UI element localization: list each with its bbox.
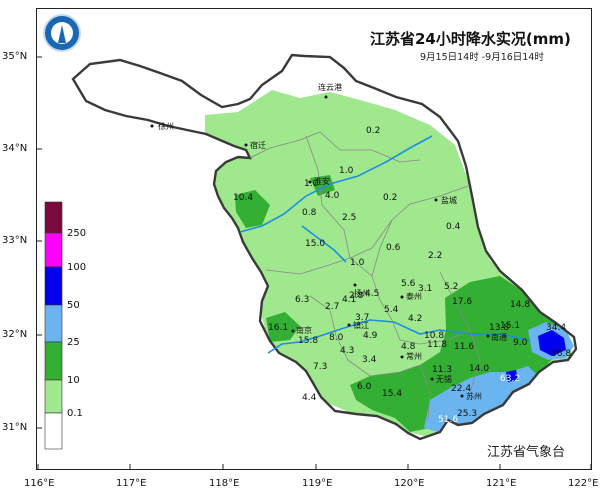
lat-label: 31°N bbox=[2, 422, 28, 433]
legend-level: 50 bbox=[67, 300, 80, 311]
rain-value: 4.1 bbox=[342, 295, 356, 305]
lat-label: 33°N bbox=[2, 235, 28, 246]
rain-value: 4.2 bbox=[408, 314, 422, 324]
meteorological-bureau-logo bbox=[43, 14, 81, 52]
rain-value: 16.1 bbox=[268, 323, 288, 333]
rain-value: 11.8 bbox=[427, 340, 447, 350]
lat-label: 34°N bbox=[2, 143, 28, 154]
legend-level: 250 bbox=[67, 228, 87, 239]
rain-value: 0.4 bbox=[446, 222, 461, 232]
rain-value: 10.8 bbox=[424, 331, 444, 341]
legend-colorbar bbox=[44, 201, 63, 450]
rain-value: 15.4 bbox=[382, 389, 402, 399]
city-label: 连云港 bbox=[318, 82, 342, 92]
rain-value: 14.8 bbox=[510, 300, 530, 310]
rain-value: 13.8 bbox=[489, 323, 509, 333]
rain-value: 1.0 bbox=[339, 166, 354, 176]
city-label: 镇江 bbox=[353, 320, 369, 330]
rain-value: 15.8 bbox=[298, 336, 318, 346]
rain-value: 4.9 bbox=[363, 331, 378, 341]
city-label: 无锡 bbox=[436, 375, 452, 384]
lon-label: 121°E bbox=[486, 478, 517, 489]
rain-value: 2.5 bbox=[342, 213, 356, 223]
agency-label: 江苏省气象台 bbox=[487, 445, 566, 460]
rain-value: 5.2 bbox=[444, 282, 458, 292]
rain-value: 25.3 bbox=[457, 409, 477, 419]
rain-value: 1.0 bbox=[350, 258, 365, 268]
city-label: 常州 bbox=[406, 352, 422, 361]
rain-value: 2.7 bbox=[325, 302, 339, 312]
rain-value: 8.0 bbox=[329, 333, 344, 343]
city-label: 宿迁 bbox=[250, 140, 266, 150]
time-range: 9月15日14时 -9月16日14时 bbox=[420, 52, 544, 63]
rain-value: 34.4 bbox=[546, 323, 566, 333]
rain-value: 4.8 bbox=[401, 342, 416, 352]
rain-value: 0.2 bbox=[366, 126, 380, 136]
legend-level: 0.1 bbox=[67, 408, 83, 419]
rain-value: 4.0 bbox=[325, 191, 340, 201]
province-boundary bbox=[71, 53, 578, 441]
rain-value: 3.1 bbox=[418, 284, 432, 294]
rain-value: 6.3 bbox=[295, 295, 309, 305]
rain-value: 6.0 bbox=[357, 382, 372, 392]
city-boundaries bbox=[249, 131, 481, 421]
rain-value: 10.4 bbox=[233, 193, 253, 203]
rain-value: 0.2 bbox=[383, 193, 397, 203]
lon-label: 118°E bbox=[209, 478, 240, 489]
city-label: 南京 bbox=[296, 325, 312, 335]
city-label: 南通 bbox=[491, 332, 507, 342]
lon-label: 122°E bbox=[568, 478, 599, 489]
rain-value: 3.7 bbox=[355, 313, 369, 323]
rain-value: 5.6 bbox=[401, 279, 416, 289]
rain-value: 15.0 bbox=[305, 239, 325, 249]
city-label: 扬州 bbox=[354, 288, 370, 298]
rain-value: 22.4 bbox=[451, 384, 471, 394]
rain-value: 11.6 bbox=[454, 342, 474, 352]
legend-level: 10 bbox=[67, 375, 80, 386]
rain-zones bbox=[73, 55, 576, 439]
lon-label: 116°E bbox=[24, 478, 55, 489]
rain-value: 0.8 bbox=[302, 208, 317, 218]
lat-label: 32°N bbox=[2, 329, 28, 340]
rain-value: 5.4 bbox=[384, 305, 399, 315]
city-label: 徐州 bbox=[158, 121, 174, 131]
rain-value: 15.1 bbox=[500, 321, 520, 331]
lon-label: 117°E bbox=[116, 478, 147, 489]
city-label: 盐城 bbox=[441, 195, 457, 205]
legend-level: 25 bbox=[67, 337, 80, 348]
rain-value: 2.2 bbox=[428, 251, 442, 261]
rain-value: 0.6 bbox=[386, 243, 401, 253]
rain-value: 63.2 bbox=[500, 374, 520, 384]
rain-value: 4.3 bbox=[340, 346, 354, 356]
rain-value: 36.8 bbox=[551, 349, 571, 359]
city-label: 泰州 bbox=[406, 291, 422, 301]
rain-value: 3.4 bbox=[362, 355, 377, 365]
city-markers: 连云港 徐州 宿迁 淮安 盐城 扬州 泰州 南京 镇江 常州 无锡 苏州 南通 bbox=[150, 82, 507, 401]
city-label: 苏州 bbox=[466, 391, 482, 401]
rain-value: 4.4 bbox=[302, 393, 317, 403]
legend-level: 100 bbox=[67, 262, 87, 273]
rain-value: 17.6 bbox=[452, 297, 472, 307]
rain-value: 11.3 bbox=[432, 365, 452, 375]
rain-value: 2.8 bbox=[349, 291, 364, 301]
rain-value: 51.6 bbox=[438, 415, 458, 425]
city-label: 淮安 bbox=[314, 176, 330, 186]
lon-label: 120°E bbox=[394, 478, 425, 489]
map-title: 江苏省24小时降水实况(mm) bbox=[370, 30, 571, 48]
rain-value: 1.0 bbox=[304, 179, 319, 189]
rivers bbox=[239, 135, 531, 354]
lat-label: 35°N bbox=[2, 51, 28, 62]
axis-ticks bbox=[36, 56, 592, 470]
rain-labels: 0.2 1.0 1.0 10.4 4.0 0.2 0.8 2.5 0.4 15.… bbox=[233, 126, 571, 425]
rain-value: 4.5 bbox=[365, 289, 379, 299]
rain-value: 14.0 bbox=[469, 364, 489, 374]
lon-label: 119°E bbox=[302, 478, 333, 489]
rain-value: 9.0 bbox=[513, 338, 528, 348]
rain-value: 7.3 bbox=[313, 362, 327, 372]
